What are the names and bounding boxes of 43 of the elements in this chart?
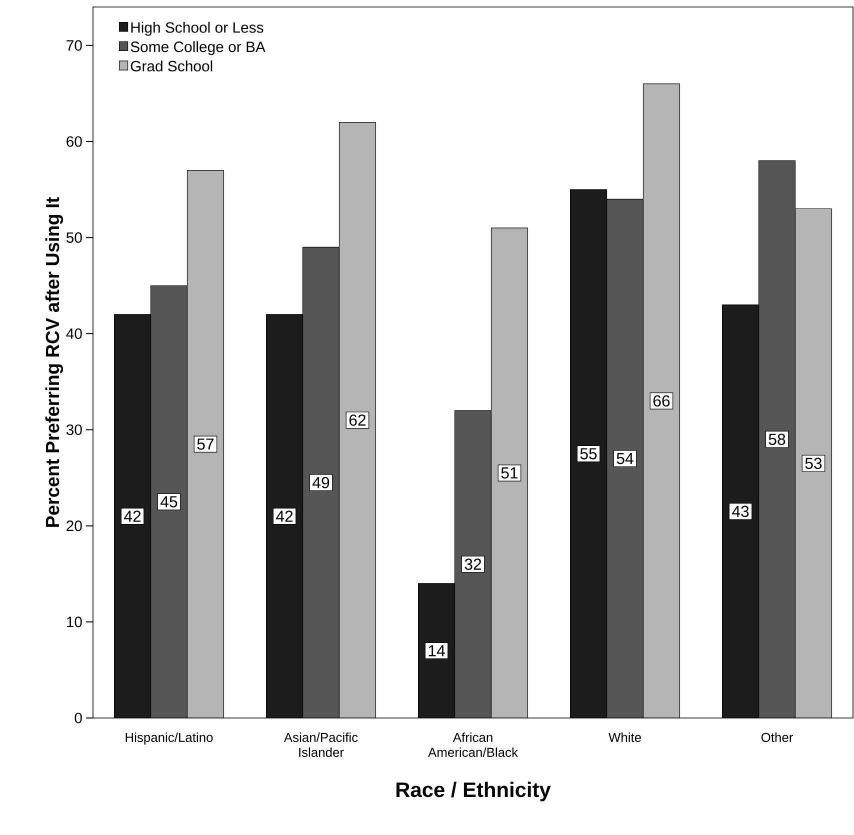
data-label: 54 bbox=[616, 453, 634, 464]
y-tick-label: 60 bbox=[66, 136, 82, 147]
bar bbox=[722, 304, 760, 718]
data-label: 55 bbox=[580, 448, 597, 460]
data-label: 53 bbox=[805, 458, 822, 470]
bar bbox=[338, 122, 376, 718]
y-tick-label: 20 bbox=[66, 520, 82, 532]
data-label: 42 bbox=[124, 510, 141, 522]
bar bbox=[642, 84, 680, 718]
data-label: 51 bbox=[501, 467, 518, 479]
bar bbox=[186, 170, 224, 718]
data-label: 62 bbox=[349, 414, 366, 426]
data-label: 32 bbox=[464, 558, 482, 570]
y-tick-label: 70 bbox=[66, 40, 82, 51]
y-tick-label: 0 bbox=[74, 712, 82, 724]
y-tick-label: 10 bbox=[67, 616, 82, 628]
x-tick-label: Asian/Pacific Islander bbox=[284, 732, 358, 757]
bar bbox=[418, 583, 456, 718]
bar bbox=[114, 314, 152, 718]
y-tick-label: 50 bbox=[66, 232, 82, 243]
x-tick-label: Other bbox=[761, 732, 793, 742]
x-tick-label: African American/Black bbox=[428, 732, 518, 757]
data-label: 57 bbox=[197, 438, 214, 450]
bar bbox=[794, 208, 832, 718]
y-tick-label: 30 bbox=[66, 424, 82, 436]
data-label: 49 bbox=[312, 476, 330, 488]
bar bbox=[570, 189, 608, 718]
data-label: 45 bbox=[160, 496, 178, 508]
data-label: 58 bbox=[768, 434, 786, 445]
x-axis-title: Race / Ethnicity bbox=[396, 782, 551, 802]
legend-label: Grad School bbox=[130, 60, 212, 72]
x-tick-label: Hispanic/Latino bbox=[126, 732, 213, 745]
y-tick-label: 40 bbox=[66, 328, 82, 339]
x-tick-label: White bbox=[608, 732, 641, 742]
data-label: 43 bbox=[732, 506, 749, 518]
data-label: 14 bbox=[428, 645, 445, 656]
bar bbox=[266, 314, 304, 718]
legend-label: High School or Less bbox=[131, 22, 264, 36]
bar bbox=[490, 228, 528, 718]
legend-label: Some College or BA bbox=[130, 41, 266, 56]
data-label: 66 bbox=[653, 395, 670, 407]
data-label: 42 bbox=[276, 510, 293, 522]
y-axis-title: Percent Preferring RCV after Using It bbox=[45, 197, 64, 527]
